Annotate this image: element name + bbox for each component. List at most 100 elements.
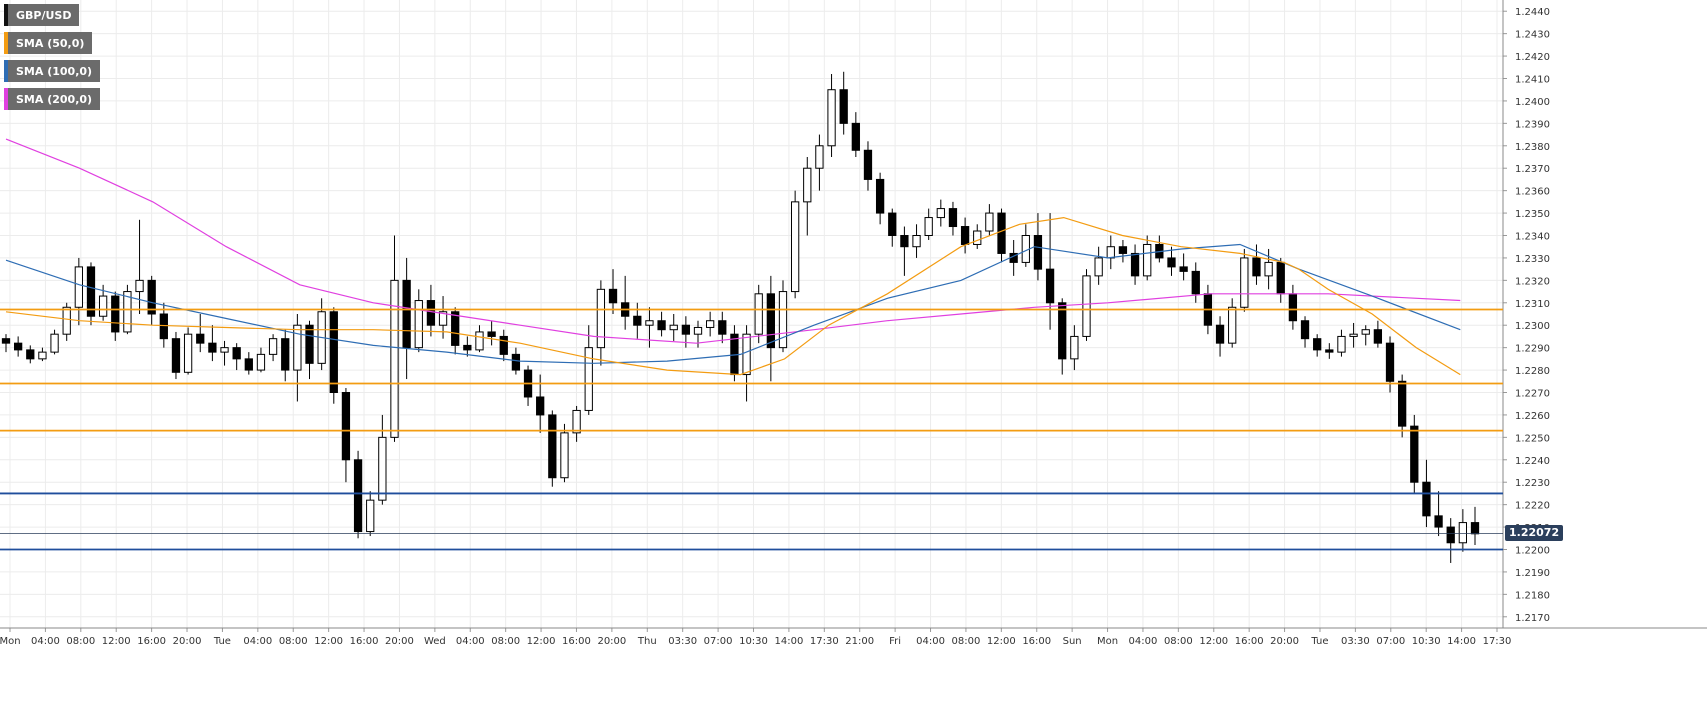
x-tick-label: Thu <box>637 636 657 647</box>
candle-bullish <box>1337 335 1346 353</box>
candle-bearish <box>1398 380 1407 427</box>
candle-bullish <box>827 89 836 147</box>
candle-bearish <box>1058 302 1067 360</box>
candle-bullish <box>803 167 812 203</box>
x-tick-label: 12:00 <box>987 636 1016 647</box>
candle-bullish <box>985 212 994 232</box>
y-tick-label: 1.2420 <box>1515 52 1550 63</box>
candle-bullish <box>754 293 763 335</box>
x-tick-label: 04:00 <box>1129 636 1158 647</box>
candle-bullish <box>50 333 59 353</box>
candle-bullish <box>584 347 593 411</box>
y-tick-label: 1.2260 <box>1515 411 1550 422</box>
y-tick-label: 1.2190 <box>1515 568 1550 579</box>
candle-bullish <box>1094 257 1103 277</box>
candle-bearish <box>536 396 545 416</box>
x-tick-label: 12:00 <box>102 636 131 647</box>
candle-bullish <box>268 338 278 355</box>
legend-label-sma50: SMA (50,0) <box>16 36 85 50</box>
x-tick-label: 20:00 <box>385 636 414 647</box>
candle-bearish <box>766 293 775 349</box>
x-tick-label: 08:00 <box>279 636 308 647</box>
y-tick-label: 1.2430 <box>1515 30 1550 41</box>
x-tick-label: Mon <box>1097 636 1118 647</box>
y-tick-label: 1.2410 <box>1515 75 1550 86</box>
candle-bullish <box>256 353 266 371</box>
candle-bearish <box>451 311 460 346</box>
legend-label-sma100: SMA (100,0) <box>16 64 93 78</box>
candle-bullish <box>123 291 132 333</box>
candle-bullish <box>645 320 654 326</box>
candle-bearish <box>997 212 1006 254</box>
candle-bullish <box>912 235 921 248</box>
x-tick-label: 08:00 <box>1164 636 1193 647</box>
x-tick-label: 07:00 <box>704 636 733 647</box>
y-tick-label: 1.2370 <box>1515 164 1550 175</box>
candle-bearish <box>875 178 885 214</box>
candle-bearish <box>657 320 666 331</box>
x-tick-label: 04:00 <box>456 636 485 647</box>
candle-bearish <box>281 338 290 371</box>
candle-bullish <box>693 326 703 335</box>
x-tick-label: 12:00 <box>1199 636 1228 647</box>
x-tick-label: 21:00 <box>845 636 874 647</box>
y-tick-label: 1.2280 <box>1515 366 1550 377</box>
candle-bearish <box>244 358 253 371</box>
y-tick-label: 1.2170 <box>1515 613 1550 624</box>
y-tick-label: 1.2330 <box>1515 254 1550 265</box>
candle-bullish <box>98 295 108 317</box>
candle-bearish <box>548 414 557 479</box>
candle-bearish <box>633 315 642 326</box>
y-tick-label: 1.2180 <box>1515 590 1550 601</box>
x-tick-label: 12:00 <box>314 636 343 647</box>
candle-bullish <box>414 300 423 349</box>
candle-bullish <box>1361 329 1370 335</box>
candle-bullish <box>135 279 144 293</box>
candle-bullish <box>1070 335 1079 360</box>
candle-bearish <box>159 313 168 340</box>
candle-bearish <box>511 353 521 371</box>
x-tick-label: 17:30 <box>810 636 839 647</box>
candle-bullish <box>742 333 751 376</box>
candle-bullish <box>183 333 193 373</box>
candle-bullish <box>1349 333 1358 337</box>
y-tick-label: 1.2340 <box>1515 232 1550 243</box>
y-tick-label: 1.2240 <box>1515 456 1550 467</box>
candle-bearish <box>232 347 241 360</box>
sma100-line <box>5 243 1461 364</box>
candle-bullish <box>475 331 484 351</box>
candle-bullish <box>669 324 678 331</box>
candle-bearish <box>1300 320 1310 340</box>
legend: GBP/USD SMA (50,0) SMA (100,0) SMA (200,… <box>4 4 101 116</box>
x-tick-label: 14:00 <box>1447 636 1476 647</box>
x-tick-label: 08:00 <box>66 636 95 647</box>
candle-bullish <box>1240 257 1249 308</box>
candle-bearish <box>1276 261 1285 295</box>
candle-bullish <box>74 266 83 308</box>
candle-bearish <box>1167 257 1176 268</box>
candle-bearish <box>111 295 120 333</box>
candle-bullish <box>38 351 47 360</box>
candle-bearish <box>147 279 156 315</box>
legend-swatch-sma50 <box>4 32 8 54</box>
candle-bearish <box>86 266 96 317</box>
x-tick-label: Tue <box>1310 636 1328 647</box>
x-tick-label: 08:00 <box>491 636 520 647</box>
candle-bearish <box>499 335 508 355</box>
candle-bearish <box>948 208 958 228</box>
y-tick-label: 1.2300 <box>1515 321 1550 332</box>
legend-swatch-gbpusd <box>4 4 8 26</box>
candle-bullish <box>778 291 788 349</box>
candle-bearish <box>1118 246 1128 254</box>
candle-bearish <box>426 300 436 326</box>
candle-bearish <box>13 342 23 351</box>
y-tick-label: 1.2200 <box>1515 546 1550 557</box>
y-tick-label: 1.2390 <box>1515 119 1550 130</box>
candle-bearish <box>1033 235 1043 270</box>
x-tick-label: 04:00 <box>243 636 272 647</box>
legend-label-sma200: SMA (200,0) <box>16 92 93 106</box>
candle-bearish <box>1215 324 1225 344</box>
y-tick-label: 1.2320 <box>1515 276 1550 287</box>
